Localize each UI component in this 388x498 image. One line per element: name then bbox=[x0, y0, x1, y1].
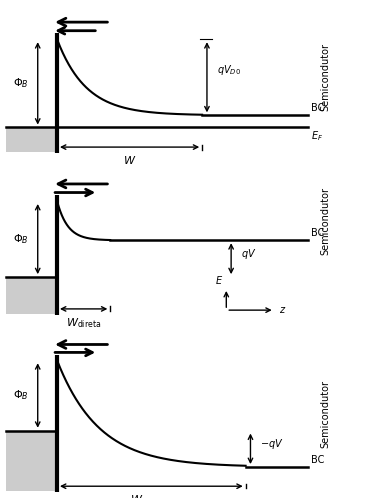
Text: $\Phi_B$: $\Phi_B$ bbox=[13, 232, 29, 246]
Text: Semicondutor: Semicondutor bbox=[320, 187, 331, 254]
Text: $qV_{D0}$: $qV_{D0}$ bbox=[217, 63, 241, 77]
Text: Semicondutor: Semicondutor bbox=[320, 379, 331, 448]
Text: E: E bbox=[216, 275, 222, 286]
Text: $E_F$: $E_F$ bbox=[311, 129, 323, 143]
Text: Metal: Metal bbox=[0, 382, 2, 409]
Text: BC: BC bbox=[311, 104, 324, 114]
Text: z: z bbox=[279, 305, 285, 315]
Text: $W_{\rm direta}$: $W_{\rm direta}$ bbox=[66, 316, 101, 330]
Text: $qV$: $qV$ bbox=[241, 247, 256, 261]
Text: $W_{\rm reversa}$: $W_{\rm reversa}$ bbox=[130, 493, 172, 498]
Text: BC: BC bbox=[311, 455, 324, 465]
Text: Metal: Metal bbox=[0, 70, 2, 97]
Text: $\Phi_B$: $\Phi_B$ bbox=[13, 388, 29, 402]
Text: $W$: $W$ bbox=[123, 154, 136, 166]
Text: BC: BC bbox=[311, 229, 324, 239]
Bar bbox=[6, 127, 57, 152]
Bar bbox=[6, 431, 57, 491]
Text: Semicondutor: Semicondutor bbox=[320, 43, 331, 111]
Text: $\Phi_B$: $\Phi_B$ bbox=[13, 77, 29, 90]
Text: $-qV$: $-qV$ bbox=[260, 437, 284, 451]
Bar bbox=[6, 277, 57, 314]
